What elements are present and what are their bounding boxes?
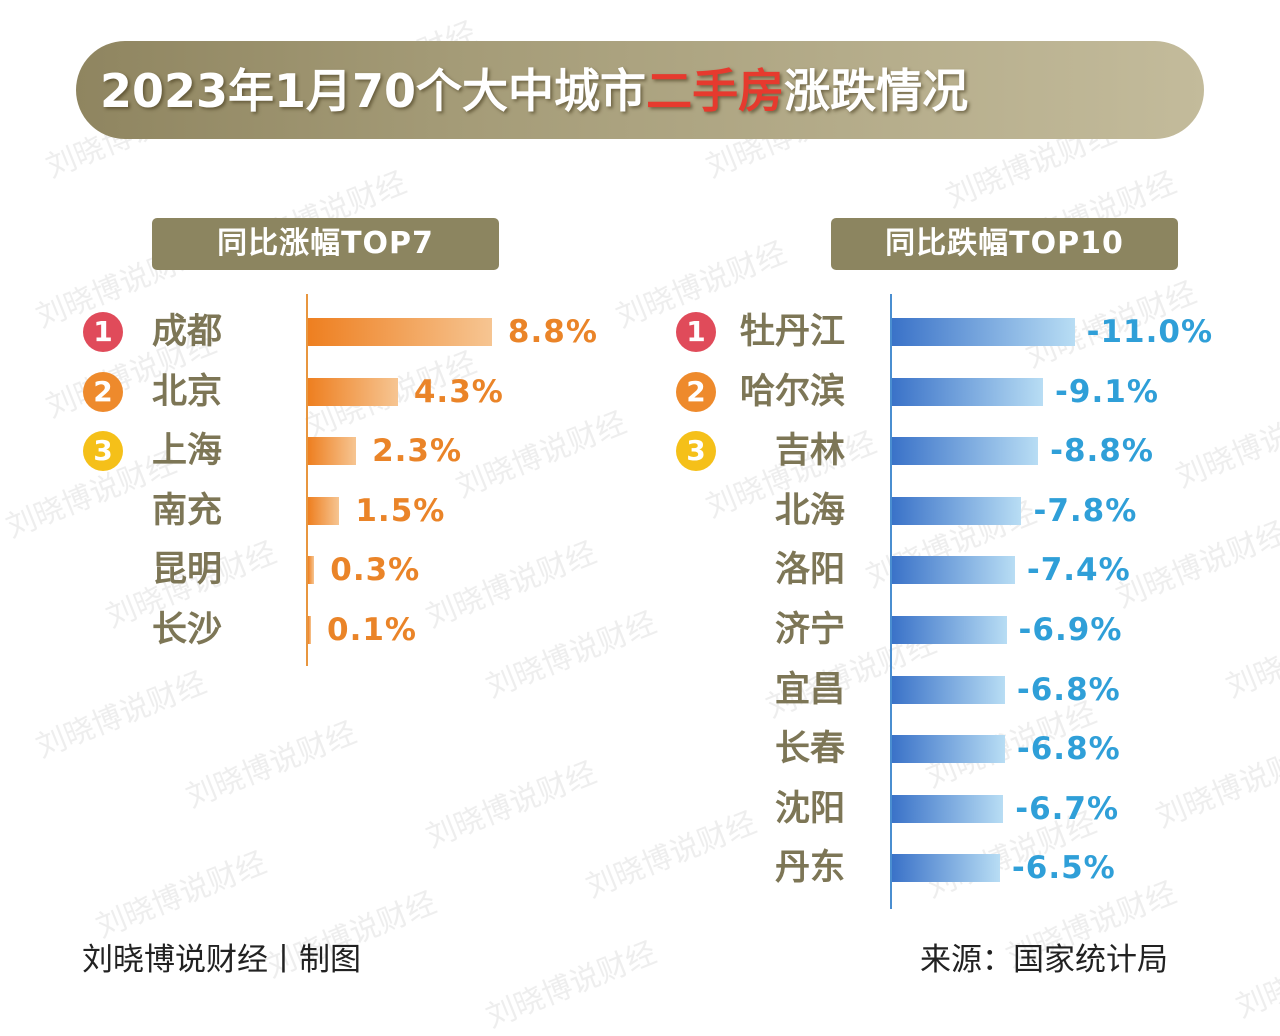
- bar: [308, 318, 492, 346]
- bar: [892, 794, 1004, 823]
- bar: [308, 616, 311, 644]
- data-label: 8.8%: [507, 314, 598, 350]
- rank-medal: 2: [676, 371, 716, 412]
- bar: [892, 318, 1075, 346]
- bar: [892, 556, 1015, 585]
- fall-section-title: 同比跌幅TOP10: [831, 218, 1178, 270]
- title-prefix: 2023年1月70个大中城市: [100, 64, 647, 118]
- data-label: -6.8%: [1016, 671, 1121, 708]
- category-label: 宜昌: [774, 669, 845, 710]
- data-label: 4.3%: [413, 373, 504, 410]
- bar: [892, 735, 1005, 764]
- category-label: 长沙: [152, 610, 223, 650]
- bar: [892, 377, 1044, 406]
- watermark-text: 刘晓博说财经: [1221, 605, 1280, 706]
- rise-chart-axis: [306, 294, 308, 666]
- data-label: -6.9%: [1018, 612, 1123, 648]
- data-label: -9.1%: [1055, 373, 1159, 410]
- data-label: 0.1%: [327, 612, 417, 648]
- footer-source: 来源：国家统计局: [920, 942, 1168, 978]
- data-label: -6.5%: [1011, 850, 1116, 887]
- rank-medal: 1: [83, 312, 123, 352]
- title-suffix: 涨跌情况: [784, 64, 969, 118]
- data-label: -11.0%: [1086, 314, 1214, 350]
- bar: [308, 437, 357, 466]
- title-banner: [76, 41, 1204, 139]
- category-label: 丹东: [774, 848, 845, 889]
- category-label: 济宁: [774, 610, 845, 650]
- category-label: 北海: [774, 490, 845, 531]
- category-label: 洛阳: [774, 550, 845, 591]
- category-label: 吉林: [774, 431, 845, 472]
- category-label: 昆明: [152, 550, 223, 591]
- data-label: 0.3%: [330, 552, 421, 589]
- category-label: 长春: [774, 729, 845, 770]
- category-label: 上海: [152, 431, 223, 472]
- data-label: 2.3%: [372, 433, 463, 470]
- rank-medal: 3: [676, 431, 716, 472]
- bar: [308, 496, 340, 525]
- data-label: 1.5%: [355, 492, 446, 529]
- title-highlight: 二手房: [646, 64, 785, 118]
- bar: [308, 377, 398, 406]
- category-label: 牡丹江: [739, 312, 845, 352]
- bar: [892, 437, 1039, 466]
- bar: [892, 616, 1007, 644]
- rank-medal: 3: [83, 431, 123, 472]
- category-label: 哈尔滨: [739, 371, 845, 412]
- bar: [892, 854, 1000, 883]
- rank-medal: 1: [676, 312, 716, 352]
- category-label: 沈阳: [774, 788, 845, 829]
- rank-medal: 2: [83, 371, 123, 412]
- category-label: 成都: [152, 312, 223, 352]
- bar: [308, 556, 315, 585]
- watermark-text: 刘晓博说财经: [1231, 925, 1280, 1026]
- watermark-text: 刘晓博说财经: [481, 935, 662, 1036]
- category-label: 北京: [152, 371, 223, 412]
- data-label: -6.8%: [1016, 731, 1121, 768]
- data-label: -7.4%: [1026, 552, 1131, 589]
- watermark-text: 刘晓博说财经: [1151, 735, 1280, 836]
- fall-chart-axis: [890, 294, 892, 909]
- footer-author: 刘晓博说财经丨制图: [82, 942, 361, 978]
- chart-title: 2023年1月70个大中城市二手房涨跌情况: [100, 58, 968, 124]
- rise-section-title: 同比涨幅TOP7: [152, 218, 499, 270]
- bar: [892, 496, 1022, 525]
- category-label: 南充: [152, 490, 223, 531]
- data-label: -6.7%: [1015, 790, 1120, 827]
- bar: [892, 675, 1005, 704]
- watermark-text: 刘晓博说财经: [1171, 395, 1280, 496]
- data-label: -7.8%: [1033, 492, 1138, 529]
- data-label: -8.8%: [1050, 433, 1154, 470]
